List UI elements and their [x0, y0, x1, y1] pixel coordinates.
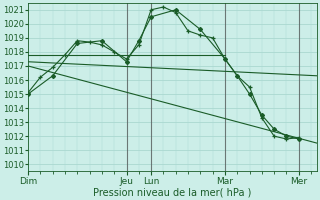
- X-axis label: Pression niveau de la mer( hPa ): Pression niveau de la mer( hPa ): [93, 187, 252, 197]
